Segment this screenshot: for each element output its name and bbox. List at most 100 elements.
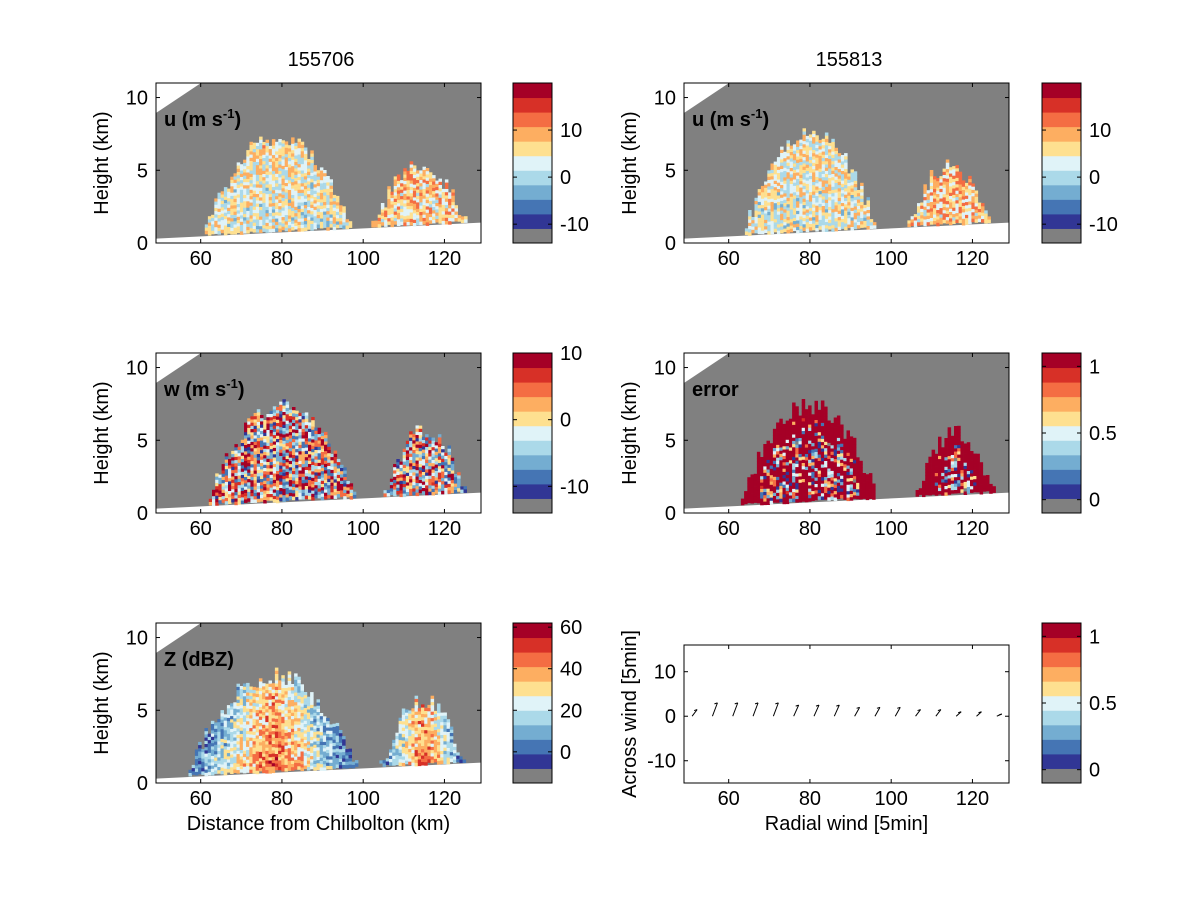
x-tick-label: 80 (271, 788, 293, 810)
y-tick-label: 10 (654, 662, 676, 684)
wind-arrow (772, 702, 779, 717)
y-tick-label: 5 (665, 430, 676, 452)
x-axis-label: Distance from Chilbolton (km) (187, 813, 450, 835)
colorbar-tick-label: 10 (1089, 120, 1111, 142)
y-tick-label: 10 (654, 358, 676, 380)
y-axis-label: Height (km) (91, 651, 113, 754)
panel-label: error (692, 379, 739, 401)
wind-arrow-head (734, 702, 738, 705)
y-axis-label: Height (km) (91, 111, 113, 214)
ground-wedge (684, 222, 1009, 243)
wind-arrow-head (714, 702, 718, 705)
colorbar-frame (512, 352, 553, 514)
y-tick-label: 10 (126, 628, 148, 650)
wind-arrow-head (795, 704, 799, 707)
beam-limit-wedge (156, 623, 201, 653)
echo-region-1 (208, 399, 357, 507)
beam-limit-wedge (156, 83, 201, 113)
x-tick-label: 100 (875, 788, 908, 810)
y-tick-label: 0 (137, 503, 148, 525)
colorbar-tick-label: 0 (560, 742, 571, 764)
wind-arrow-head (693, 709, 698, 712)
wind-arrow (813, 704, 820, 717)
ground-wedge (156, 762, 481, 783)
y-axis-label: Height (km) (91, 381, 113, 484)
y-tick-label: 5 (137, 160, 148, 182)
x-tick-label: 60 (718, 518, 740, 540)
wind-arrow-head (754, 702, 759, 705)
wind-arrow-head (775, 702, 779, 705)
colorbar-tick-label: 0 (1089, 760, 1100, 782)
colorbar: 10 0 -10 (512, 82, 589, 244)
colorbar-tick-label: 10 (560, 120, 582, 142)
colorbar-tick-label: 0 (1089, 490, 1100, 512)
echo-region-2 (383, 425, 467, 498)
y-tick-label: 5 (137, 700, 148, 722)
wind-arrow-head (836, 704, 840, 707)
colorbar-tick-label: 0 (1089, 167, 1100, 189)
echo-region-1 (188, 667, 359, 777)
colorbar: 10.50 (1041, 352, 1117, 514)
wind-arrow-head (917, 709, 921, 712)
x-tick-label: 80 (799, 518, 821, 540)
panel-label: Z (dBZ) (164, 649, 234, 671)
colorbar-tick-label: 20 (560, 700, 582, 722)
panel-label: u (m s-1) (164, 106, 241, 131)
axes-frame (155, 352, 482, 514)
x-tick-label: 80 (799, 788, 821, 810)
x-tick-label: 60 (190, 788, 212, 810)
x-tick-label: 100 (347, 518, 380, 540)
x-axis-label: Radial wind [5min] (765, 813, 928, 835)
column-title-left: 155706 (288, 49, 355, 71)
colorbar-tick-label: 0 (560, 167, 571, 189)
colorbar: 60 40 20 0 (512, 617, 582, 784)
wind-arrow (833, 704, 840, 717)
wind-arrow-head (897, 706, 901, 709)
y-tick-label: 10 (654, 88, 676, 110)
colorbar-tick-label: 60 (560, 617, 582, 639)
colorbar-tick-label: 1 (1089, 626, 1100, 648)
wind-arrow-head (958, 711, 962, 714)
echo-region-2 (907, 159, 991, 228)
colorbar-tick-label: -10 (1089, 214, 1118, 236)
ground-wedge (684, 492, 1009, 513)
axes-frame (683, 352, 1010, 514)
echo-region-2 (379, 695, 467, 768)
x-tick-label: 120 (956, 248, 989, 270)
echo-region-2 (915, 425, 996, 498)
x-tick-label: 120 (428, 518, 461, 540)
colorbar-tick-label: -10 (560, 214, 589, 236)
wind-arrow-head (815, 704, 820, 707)
colorbar: 10 0 -10 (1041, 82, 1118, 244)
beam-limit-wedge (684, 83, 729, 113)
y-axis-label: Across wind [5min] (619, 630, 641, 798)
x-tick-label: 60 (718, 248, 740, 270)
colorbar-tick-label: 40 (560, 659, 582, 681)
colorbar-frame (1041, 82, 1082, 244)
x-tick-label: 120 (428, 248, 461, 270)
wind-arrow (752, 702, 759, 717)
echo-region-1 (744, 128, 877, 236)
y-tick-label: 0 (137, 233, 148, 255)
ground-wedge (156, 492, 481, 513)
y-tick-label: 0 (665, 503, 676, 525)
echo-region-1 (204, 136, 353, 236)
x-tick-label: 60 (190, 518, 212, 540)
colorbar: 10.50 (1041, 622, 1117, 784)
wind-arrow (793, 704, 800, 717)
colorbar-frame (512, 622, 553, 784)
wind-arrow (732, 702, 739, 717)
y-tick-label: 10 (126, 358, 148, 380)
y-tick-label: 10 (126, 88, 148, 110)
wind-arrow (854, 707, 861, 717)
y-tick-label: 0 (665, 706, 676, 728)
beam-limit-wedge (684, 353, 729, 383)
echo-region-1 (740, 399, 876, 506)
colorbar-tick-label: 0 (560, 410, 571, 432)
y-axis-label: Height (km) (619, 111, 641, 214)
